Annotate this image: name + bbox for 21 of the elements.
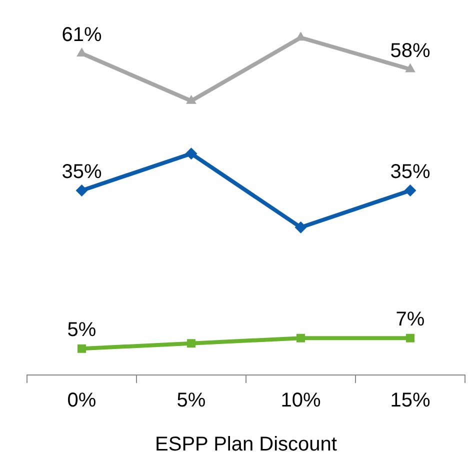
- point: [187, 339, 196, 348]
- x-tick-label: 10%: [280, 390, 321, 412]
- data-label: 35%: [62, 161, 102, 184]
- point: [404, 184, 416, 196]
- data-label: 35%: [390, 161, 430, 184]
- data-label: 5%: [67, 319, 96, 342]
- point: [76, 184, 88, 196]
- x-tick-label: 15%: [390, 390, 430, 412]
- x-axis-title: ESPP Plan Discount: [155, 434, 338, 456]
- x-tick-label: 5%: [176, 390, 206, 412]
- point: [405, 63, 416, 72]
- data-label: 7%: [396, 308, 425, 331]
- point: [296, 334, 305, 342]
- point: [186, 94, 196, 104]
- data-label: 61%: [62, 24, 102, 46]
- data-label: 58%: [390, 40, 430, 62]
- point: [78, 344, 86, 353]
- point: [406, 334, 414, 342]
- x-tick-label: 0%: [67, 390, 96, 412]
- point: [185, 148, 198, 160]
- point: [294, 221, 307, 234]
